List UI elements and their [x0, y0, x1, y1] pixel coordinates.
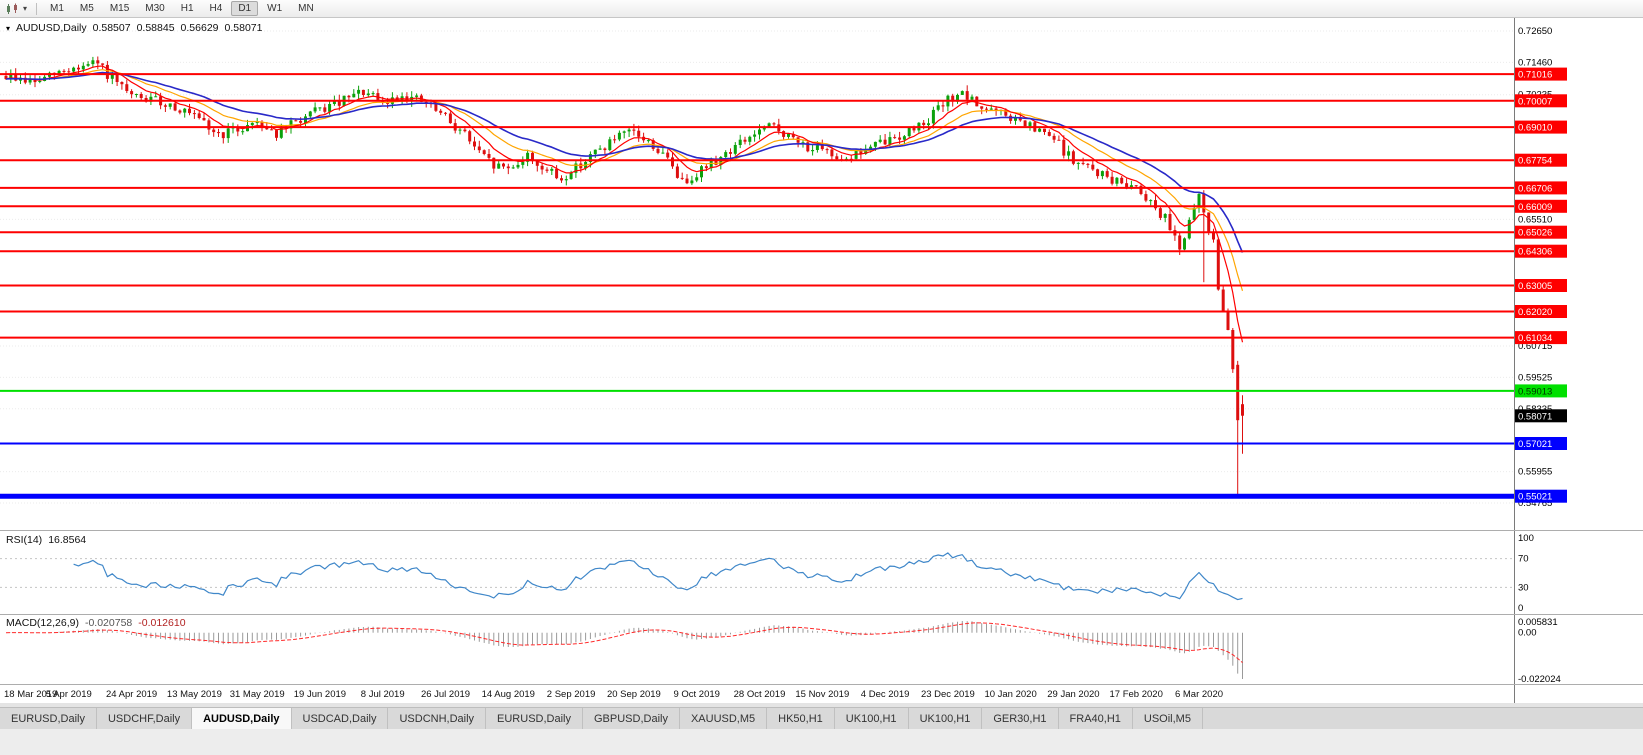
rsi-panel: [0, 558, 1514, 588]
axis-label: 0.66706: [1518, 183, 1552, 194]
axis-label: 0.71016: [1518, 70, 1552, 81]
grid-lines: [0, 30, 1514, 504]
axis-label: 0.65026: [1518, 228, 1552, 239]
timeframe-button-mn[interactable]: MN: [298, 3, 314, 14]
chart-tab-2-audusd-daily[interactable]: AUDUSD,Daily: [192, 708, 292, 729]
timeframe-button-m1[interactable]: M1: [50, 3, 64, 14]
axis-label: 0.67754: [1518, 156, 1552, 167]
axis-label: 0.62020: [1518, 307, 1552, 318]
axis-label: 100: [1518, 533, 1534, 544]
date-axis-label: 24 Apr 2019: [106, 689, 157, 700]
date-axis-label: 15 Nov 2019: [795, 689, 849, 700]
chart-tab-11-ger30-h1[interactable]: GER30,H1: [982, 708, 1059, 729]
date-axis-label: 2 Sep 2019: [547, 689, 596, 700]
date-axis-label: 29 Jan 2020: [1047, 689, 1099, 700]
date-axis-label: 19 Jun 2019: [294, 689, 346, 700]
date-axis-label: 23 Dec 2019: [921, 689, 975, 700]
panel-separators: [0, 530, 1643, 685]
timeframe-dropdown-icon[interactable]: ▾: [23, 4, 28, 13]
date-axis-label: 20 Sep 2019: [607, 689, 661, 700]
axis-label: 70: [1518, 554, 1529, 565]
axis-label: 0.69010: [1518, 123, 1552, 134]
timeframe-button-m5[interactable]: M5: [79, 3, 94, 14]
date-axis-label: 26 Jul 2019: [421, 689, 470, 700]
timeframe-button-w1[interactable]: W1: [267, 3, 283, 14]
chart-tab-13-usoil-m5[interactable]: USOil,M5: [1132, 708, 1203, 729]
axis-label: 0.60715: [1518, 341, 1552, 352]
timeframe-button-h1[interactable]: H1: [180, 3, 194, 14]
axis-label: 0.54765: [1518, 498, 1552, 509]
date-axis-label: 4 Dec 2019: [861, 689, 910, 700]
axis-label: 0.63005: [1518, 281, 1552, 292]
date-axis-label: 9 Oct 2019: [673, 689, 719, 700]
axis-label: 0.57021: [1518, 439, 1552, 450]
chart-tab-1-usdchf-daily[interactable]: USDCHF,Daily: [96, 708, 193, 729]
chart-area[interactable]: 0.726500.714600.702350.655100.607150.595…: [0, 18, 1643, 703]
axis-label: 0.55021: [1518, 492, 1552, 503]
date-axis-label: 6 Mar 2020: [1175, 689, 1223, 700]
timeframe-button-m15[interactable]: M15: [109, 3, 130, 14]
chart-tab-9-uk100-h1[interactable]: UK100,H1: [834, 708, 909, 729]
rsi-line: [73, 552, 1243, 601]
chart-tab-3-usdcad-daily[interactable]: USDCAD,Daily: [291, 708, 389, 729]
macd-signal-line: [5, 622, 1243, 663]
chart-tab-5-eurusd-daily[interactable]: EURUSD,Daily: [486, 708, 583, 729]
date-axis-label: 14 Aug 2019: [482, 689, 535, 700]
date-axis-label: 13 May 2019: [167, 689, 222, 700]
chart-type-icon[interactable]: [6, 3, 20, 15]
axis-label: 0.55955: [1518, 467, 1552, 478]
horizontal-level-lines[interactable]: [0, 73, 1514, 499]
chart-background: [0, 18, 1643, 703]
ma-fast-line: [5, 65, 1244, 343]
axis-label: 30: [1518, 582, 1529, 593]
axis-label: 0.70007: [1518, 96, 1552, 107]
chart-tab-6-gbpusd-daily[interactable]: GBPUSD,Daily: [583, 708, 680, 729]
chart-tab-12-fra40-h1[interactable]: FRA40,H1: [1058, 708, 1133, 729]
date-axis-label: 31 May 2019: [230, 689, 285, 700]
chart-tab-10-uk100-h1[interactable]: UK100,H1: [908, 708, 983, 729]
date-axis-label: 5 Apr 2019: [46, 689, 92, 700]
date-axis-label: 8 Jul 2019: [361, 689, 405, 700]
timeframe-button-d1[interactable]: D1: [231, 1, 259, 16]
chart-tab-bar: EURUSD,Daily USDCHF,Daily AUDUSD,Daily USDC…: [0, 707, 1643, 729]
axis-label: 0.71460: [1518, 57, 1552, 68]
date-axis-label: 28 Oct 2019: [734, 689, 786, 700]
timeframe-button-h4[interactable]: H4: [209, 3, 223, 14]
timeframe-button-m30[interactable]: M30: [145, 3, 165, 14]
axis-label: 0.005831: [1518, 617, 1558, 628]
axis-label: 0.64306: [1518, 247, 1552, 258]
price-badges: 0.71016 0.70007 0.69010 0.67754 0.66706 0.660…: [1515, 67, 1567, 503]
price-chart-canvas[interactable]: 0.726500.714600.702350.655100.607150.595…: [0, 18, 1643, 703]
chart-tab-8-hk50-h1[interactable]: HK50,H1: [767, 708, 835, 729]
date-axis-label: 17 Feb 2020: [1110, 689, 1163, 700]
toolbar: ▾ M1 M5 M15 M30 H1 H4 D1 W1 MN: [0, 0, 1643, 18]
timeframe-button-group: M1 M5 M15 M30 H1 H4 D1 W1 MN: [42, 1, 322, 16]
chart-tab-4-usdcnh-daily[interactable]: USDCNH,Daily: [388, 708, 487, 729]
chart-tab-0-eurusd-daily[interactable]: EURUSD,Daily: [0, 708, 97, 729]
chart-tab-7-xauusd-m5[interactable]: XAUUSD,M5: [679, 708, 768, 729]
axis-label: 0.59013: [1518, 386, 1552, 397]
axis-label: 0.61034: [1518, 333, 1552, 344]
tabbar-gap: [0, 703, 1643, 707]
status-bar: [0, 729, 1643, 755]
date-axis-label: 18 Mar 2019: [4, 689, 57, 700]
axis-label: 0.58071: [1518, 411, 1552, 422]
axis-label: 0.00: [1518, 628, 1537, 639]
axis-label: 0.59525: [1518, 372, 1552, 383]
axis-label: 0.72650: [1518, 26, 1552, 37]
date-axis-label: 10 Jan 2020: [984, 689, 1036, 700]
axis-label: 0.65510: [1518, 214, 1552, 225]
axis-label: 0: [1518, 603, 1523, 614]
axis-label: -0.022024: [1518, 674, 1561, 685]
toolbar-separator: [36, 2, 38, 15]
axis-label: 0.66009: [1518, 202, 1552, 213]
